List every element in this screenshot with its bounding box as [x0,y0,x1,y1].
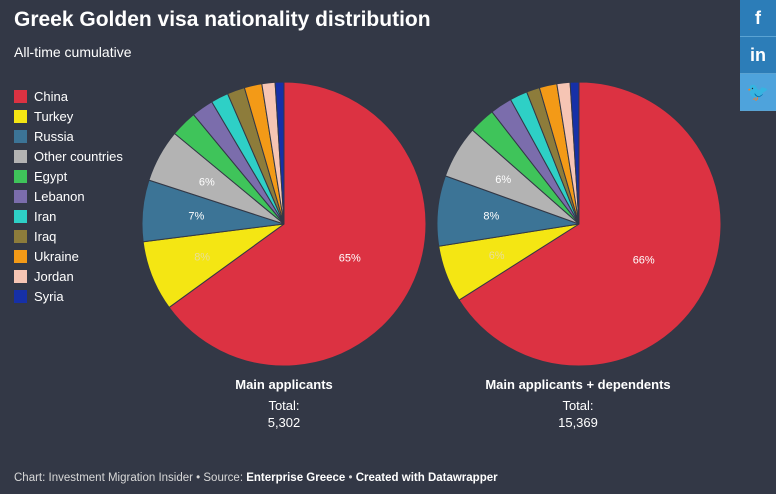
pie-slice-syria[interactable] [274,81,285,225]
legend-item: Iran [14,206,123,226]
slice-value-label: 6% [495,174,511,186]
legend-swatch [14,249,27,263]
legend-label: Egypt [34,168,68,184]
legend-item: Russia [14,126,123,146]
footer: Chart: Investment Migration Insider • So… [14,472,498,484]
twitter-icon[interactable]: 🐦 [740,74,776,111]
legend-label: Turkey [34,108,74,124]
footer-separator: • [345,472,356,484]
pie-caption-dependents: Main applicants + dependents Total: 15,3… [448,376,708,431]
legend-swatch [14,169,27,183]
slice-value-label: 8% [483,211,499,223]
legend-item: Egypt [14,166,123,186]
legend-label: Russia [34,128,74,144]
pie-slice-china[interactable] [458,81,722,367]
pie-title-dependents: Main applicants + dependents [485,377,671,392]
legend-swatch [14,209,27,223]
legend-swatch [14,129,27,143]
slice-value-label: 66% [633,255,655,267]
footer-prefix: Chart: Investment Migration Insider • So… [14,472,247,484]
legend-swatch [14,289,27,303]
legend-item: China [14,86,123,106]
pie-title-main: Main applicants [235,377,333,392]
legend-item: Ukraine [14,246,123,266]
share-bar: f in 🐦 [740,0,776,111]
legend-swatch [14,229,27,243]
slice-value-label: 8% [194,251,210,263]
legend-label: Lebanon [34,188,85,204]
pie-slice-china[interactable] [168,81,427,367]
legend-item: Turkey [14,106,123,126]
chart-subtitle: All-time cumulative [14,44,132,60]
legend-label: Jordan [34,268,74,284]
legend-item: Other countries [14,146,123,166]
legend-swatch [14,89,27,103]
pie-slice-syria[interactable] [569,81,580,225]
facebook-icon[interactable]: f [740,0,776,37]
legend-label: Iran [34,208,57,224]
legend-swatch [14,149,27,163]
pie-total-dependents: 15,369 [558,415,598,430]
slice-value-label: 6% [489,250,505,262]
slice-value-label: 7% [188,211,204,223]
legend-swatch [14,269,27,283]
legend-item: Syria [14,286,123,306]
footer-source: Enterprise Greece [246,472,346,484]
legend-swatch [14,109,27,123]
legend: China Turkey Russia Other countries Egypt Leb… [14,86,123,306]
legend-label: Syria [34,288,64,304]
legend-label: Other countries [34,148,123,164]
legend-label: Ukraine [34,248,79,264]
legend-swatch [14,189,27,203]
linkedin-icon[interactable]: in [740,37,776,74]
pie-total-main: 5,302 [267,415,301,430]
pie-total-label-main: Total: [268,398,300,413]
slice-value-label: 6% [199,177,215,189]
legend-item: Iraq [14,226,123,246]
chart-title: Greek Golden visa nationality distributi… [14,8,431,31]
legend-item: Jordan [14,266,123,286]
footer-created: Created with Datawrapper [355,472,498,484]
legend-label: China [34,88,68,104]
legend-label: Iraq [34,228,57,244]
pie-total-label-dependents: Total: [562,398,594,413]
legend-item: Lebanon [14,186,123,206]
slice-value-label: 65% [339,253,361,265]
pie-caption-main: Main applicants Total: 5,302 [154,376,414,431]
